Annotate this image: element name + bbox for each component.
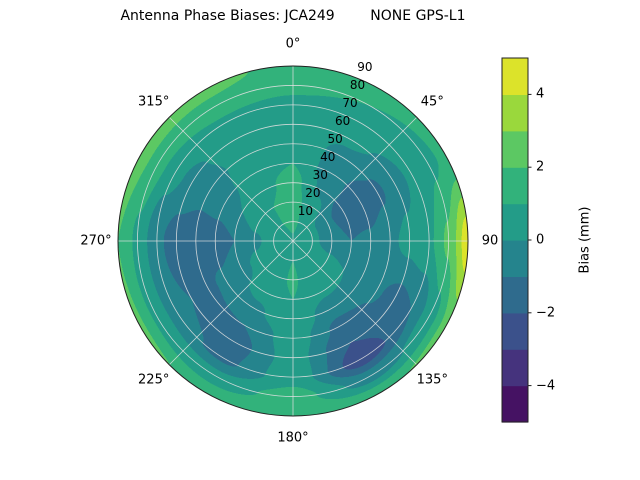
azimuth-tick-label: 45° (420, 94, 444, 110)
radial-tick-label: 10 (297, 204, 314, 219)
azimuth-tick-label: 225° (138, 372, 170, 388)
radial-tick-label: 70 (342, 96, 358, 111)
azimuth-tick-label: 135° (416, 372, 448, 388)
colorbar-tick-label: 2 (536, 159, 545, 175)
azimuth-tick-label: 180° (277, 430, 309, 446)
plot-title: Antenna Phase Biases: JCA249 NONE GPS-L1 (120, 8, 466, 24)
azimuth-tick-label: 270° (80, 233, 112, 249)
azimuth-tick-label: 0° (285, 36, 301, 52)
radial-tick-label: 20 (305, 186, 321, 201)
radial-tick-label: 30 (312, 168, 328, 183)
radial-tick-label: 90 (357, 60, 373, 75)
radial-tick-label: 80 (349, 78, 366, 93)
radial-tick-label: 50 (327, 132, 343, 147)
colorbar-tick-label: 0 (536, 232, 545, 248)
colorbar-tick-label: −2 (536, 305, 556, 321)
azimuth-tick-label: 315° (138, 94, 170, 110)
radial-tick-label: 40 (320, 150, 336, 165)
colorbar-tick-label: 4 (536, 86, 545, 102)
azimuth-tick-label: 90 (481, 233, 499, 249)
colorbar-tick-label: −4 (536, 378, 556, 394)
radial-tick-label: 60 (334, 114, 351, 129)
colorbar-axis-label: Bias (mm) (577, 206, 593, 274)
